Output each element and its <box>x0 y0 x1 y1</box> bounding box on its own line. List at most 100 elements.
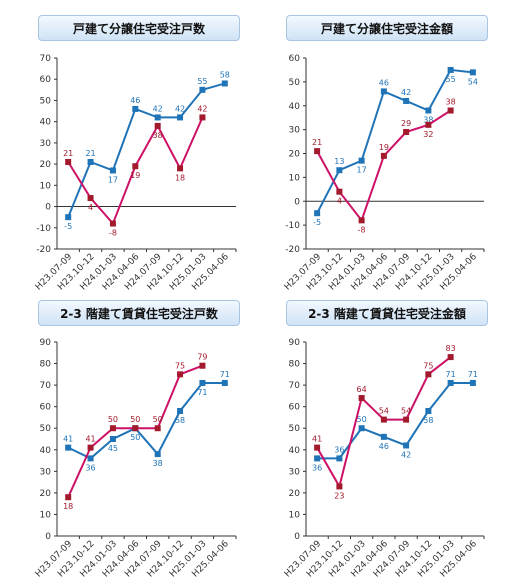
line-chart-units-rental: 9080706050403020100H23.07-09H23.10-12H24… <box>34 338 237 580</box>
series-1-marker <box>221 80 228 87</box>
y-tick-label: 40 <box>40 118 52 128</box>
series-1-marker <box>109 436 116 442</box>
series-2-data-label: 29 <box>401 119 411 128</box>
series-1-marker <box>447 379 454 386</box>
series-1-data-label: -5 <box>313 218 321 227</box>
series-1-marker <box>87 455 94 462</box>
series-1-data-label: 36 <box>85 463 95 472</box>
series-2-data-label: 23 <box>334 491 344 500</box>
series-2-marker <box>65 494 72 501</box>
series-2-marker <box>154 425 161 432</box>
series-1-marker <box>403 97 410 104</box>
series-2-marker <box>314 148 321 155</box>
series-2-marker <box>109 425 116 432</box>
y-tick-label: 30 <box>40 139 52 149</box>
series-1-marker <box>177 114 184 121</box>
series-1-data-label: 42 <box>175 104 185 113</box>
series-2-data-label: 4 <box>88 203 93 212</box>
series-1-marker <box>425 107 432 114</box>
series-2-marker <box>199 114 206 121</box>
series-2-marker <box>177 165 184 172</box>
series-2-marker <box>447 354 454 361</box>
series-2-marker <box>177 371 184 378</box>
y-tick-label: -10 <box>36 224 51 234</box>
series-2-data-label: 83 <box>446 344 456 353</box>
y-tick-label: 60 <box>40 403 52 413</box>
y-tick-label: 10 <box>289 173 301 183</box>
series-1-data-label: 71 <box>468 370 478 379</box>
y-tick-label: 70 <box>40 381 52 391</box>
series-1-line <box>67 381 225 460</box>
series-2-data-label: 41 <box>85 435 95 444</box>
y-tick-label: 70 <box>289 381 301 391</box>
y-tick-label: 10 <box>289 510 301 520</box>
series-2-data-label: 54 <box>379 407 389 416</box>
series-1-data-label: 42 <box>401 450 411 459</box>
y-tick-label: 60 <box>40 75 52 85</box>
series-1-marker <box>221 379 228 386</box>
series-2-data-label: 18 <box>175 173 185 182</box>
series-2-data-label: 42 <box>197 104 207 113</box>
line-chart-amount-detached: 6050403020100-10-20H23.07-09H23.10-12H24… <box>283 54 485 293</box>
y-tick-label: 90 <box>40 338 52 348</box>
y-tick-label: 80 <box>289 360 301 370</box>
series-1-data-label: 41 <box>63 435 73 444</box>
y-tick-label: 30 <box>289 467 301 477</box>
series-2-data-label: 19 <box>130 171 140 180</box>
series-1-data-label: 21 <box>85 149 95 158</box>
series-1-data-label: 50 <box>357 415 367 424</box>
series-2-marker <box>425 371 432 378</box>
series-1-marker <box>154 114 161 121</box>
y-tick-label: 20 <box>289 150 301 160</box>
series-1-data-label: 17 <box>108 175 118 184</box>
series-1-data-label: 50 <box>130 433 140 442</box>
y-tick-label: 40 <box>289 446 301 456</box>
y-tick-label: 10 <box>40 181 52 191</box>
series-2-marker <box>65 158 72 165</box>
y-tick-label: 0 <box>294 532 300 542</box>
y-tick-label: 90 <box>289 338 301 348</box>
series-1-data-label: 45 <box>108 444 118 453</box>
series-2-marker <box>154 122 161 129</box>
series-1-data-label: 55 <box>446 75 456 84</box>
series-1-data-label: 55 <box>197 77 207 86</box>
series-2-marker <box>380 152 387 159</box>
y-tick-label: 70 <box>40 54 52 64</box>
y-tick-label: 40 <box>40 446 52 456</box>
series-2-data-label: 50 <box>153 415 163 424</box>
y-tick-label: 60 <box>289 54 301 64</box>
y-tick-label: 40 <box>289 102 301 112</box>
series-2-data-label: 79 <box>197 353 207 362</box>
series-2-marker <box>132 425 139 432</box>
chart-title-3: 2-3 階建て賃貸住宅受注戸数 <box>38 300 240 326</box>
y-tick-label: -20 <box>285 245 300 255</box>
series-2-data-label: 75 <box>423 361 433 370</box>
series-1-data-label: 71 <box>220 370 230 379</box>
series-2-marker <box>447 107 454 114</box>
series-1-data-label: 46 <box>130 96 140 105</box>
series-2-data-label: 32 <box>423 130 433 139</box>
series-2-data-label: -8 <box>358 225 366 234</box>
series-1-marker <box>425 407 432 414</box>
series-1-data-label: 71 <box>446 370 456 379</box>
y-tick-label: 20 <box>40 160 52 170</box>
series-2-marker <box>336 483 343 490</box>
series-1-data-label: 36 <box>334 445 344 454</box>
series-1-marker <box>469 69 476 76</box>
series-1-marker <box>403 442 410 449</box>
y-tick-label: 10 <box>40 510 52 520</box>
series-2-marker <box>87 444 94 451</box>
y-tick-label: 0 <box>294 197 300 207</box>
y-tick-label: 60 <box>289 403 301 413</box>
series-2-data-label: 50 <box>108 415 118 424</box>
chart-title-4: 2-3 階建て賃貸住宅受注金額 <box>286 300 488 326</box>
series-1-data-label: 38 <box>153 459 163 468</box>
y-tick-label: 30 <box>40 467 52 477</box>
y-tick-label: 30 <box>289 126 301 136</box>
series-1-data-label: -5 <box>64 222 72 231</box>
series-2-data-label: 50 <box>130 415 140 424</box>
series-1-marker <box>65 214 72 221</box>
series-1-marker <box>132 105 139 112</box>
series-1-marker <box>336 455 343 462</box>
series-1-marker <box>109 167 116 174</box>
